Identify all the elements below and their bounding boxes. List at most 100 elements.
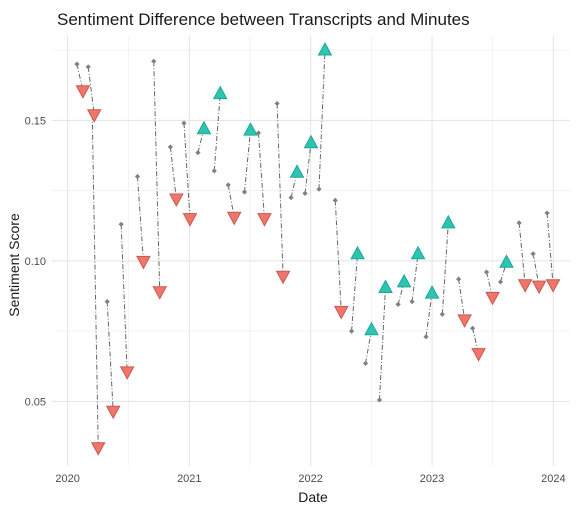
source-point [483, 269, 490, 275]
up-triangle-marker [410, 245, 426, 260]
source-point [316, 186, 322, 192]
connector-line [458, 279, 466, 320]
source-point [74, 61, 80, 67]
down-triangle-marker [226, 211, 242, 226]
down-triangle-marker [531, 280, 547, 295]
x-axis-title: Date [298, 489, 328, 505]
down-triangle-marker [136, 255, 151, 270]
up-triangle-marker [378, 279, 393, 294]
source-point [302, 190, 308, 196]
x-tick-label: 2024 [541, 473, 565, 485]
source-point [469, 325, 476, 331]
source-point [530, 251, 536, 257]
connector-line [87, 66, 95, 115]
source-point [409, 298, 415, 305]
source-point [167, 144, 173, 150]
connector-line [351, 253, 359, 332]
connector-line [213, 93, 221, 171]
source-point [274, 100, 280, 107]
connector-line [411, 253, 419, 302]
source-point [241, 189, 248, 195]
up-triangle-marker [196, 120, 212, 135]
up-triangle-marker [499, 254, 514, 268]
source-point [85, 64, 91, 70]
down-triangle-marker [105, 405, 121, 420]
connector-line [334, 200, 342, 312]
x-tick-label: 2022 [298, 473, 322, 485]
up-triangle-marker [243, 122, 258, 136]
x-tick-label: 2020 [55, 473, 79, 485]
connector-line [546, 213, 554, 285]
up-triangle-marker [317, 42, 333, 56]
down-triangle-marker [517, 279, 533, 293]
source-points [74, 58, 550, 403]
connector-line [120, 224, 128, 372]
down-triangle-marker [275, 270, 291, 285]
down-triangle-marker [119, 366, 135, 380]
y-axis-title: Sentiment Score [6, 213, 22, 317]
down-triangle-marker [257, 213, 272, 227]
source-point [395, 301, 401, 307]
connector-line [136, 176, 144, 262]
grid [52, 36, 570, 466]
connector-line [257, 132, 265, 219]
source-point [544, 210, 550, 216]
down-triangle-marker [457, 314, 472, 328]
connector-line [169, 146, 177, 200]
down-triangle-marker [545, 279, 561, 293]
y-tick-label: 0.05 [25, 396, 46, 408]
connector-line [318, 50, 326, 190]
y-tick-label: 0.10 [25, 256, 46, 268]
source-point [118, 221, 124, 227]
connector-lines [76, 50, 554, 448]
down-triangle-marker [152, 286, 168, 300]
source-point [225, 182, 231, 188]
up-triangle-marker [424, 285, 440, 299]
source-point [423, 334, 429, 340]
down-triangle-marker [86, 109, 102, 123]
source-point [211, 168, 217, 174]
source-point [151, 58, 157, 64]
source-point [516, 220, 522, 226]
x-tick-label: 2021 [177, 473, 201, 485]
source-point [255, 130, 262, 136]
up-triangle-marker [350, 245, 365, 260]
up-triangle-marker [440, 214, 456, 229]
up-triangle-marker [289, 164, 305, 178]
source-point [348, 328, 355, 334]
connector-line [244, 130, 252, 193]
x-axis-ticks: 2020 2021 2022 2023 2024 [55, 473, 565, 485]
connector-line [518, 222, 526, 285]
connector-line [304, 142, 312, 194]
down-triangle-marker [169, 193, 184, 208]
source-point [362, 360, 369, 367]
down-triangle-marker [471, 348, 486, 362]
source-point [456, 276, 462, 282]
connector-line [91, 114, 99, 448]
up-triangle-marker [396, 273, 412, 288]
connector-line [183, 123, 191, 219]
source-point [288, 195, 294, 201]
source-point [376, 397, 383, 403]
up-triangle-marker [212, 85, 228, 100]
source-point [104, 298, 110, 305]
connector-line [153, 61, 161, 292]
down-triangle-marker [182, 213, 198, 227]
source-point [332, 197, 338, 204]
down-triangle-marker [485, 291, 500, 306]
x-tick-label: 2023 [420, 473, 444, 485]
connector-line [397, 281, 405, 305]
connector-line [365, 329, 373, 364]
connector-line [425, 293, 433, 337]
connector-line [378, 287, 386, 400]
down-triangle-marker [75, 85, 91, 99]
source-point [195, 150, 201, 156]
connector-line [441, 222, 449, 315]
down-triangle-marker [90, 442, 106, 456]
connector-line [276, 103, 284, 277]
down-triangle-marker [333, 305, 349, 320]
y-tick-label: 0.15 [25, 115, 46, 127]
source-point [497, 279, 504, 285]
y-axis-ticks: 0.05 0.10 0.15 [25, 115, 46, 408]
